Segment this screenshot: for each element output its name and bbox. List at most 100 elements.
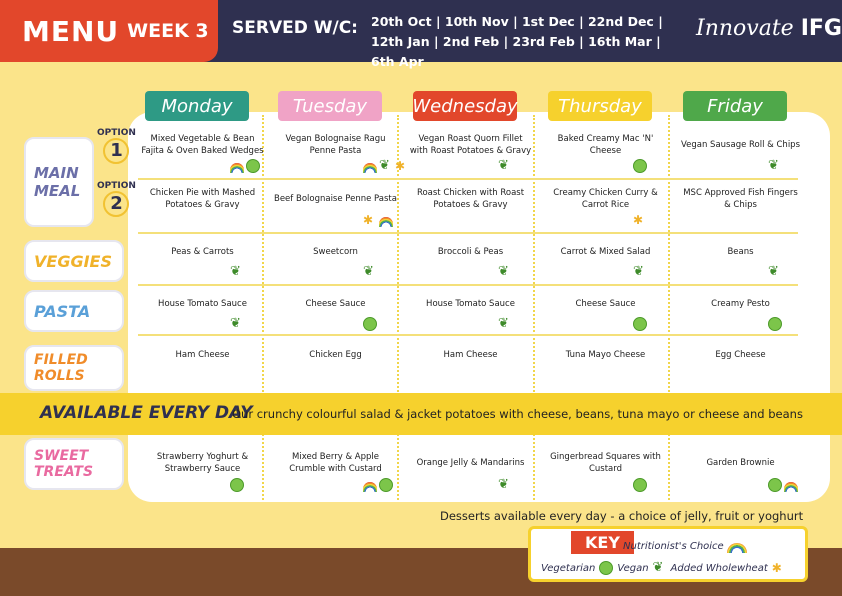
- dietary-icons: [230, 159, 260, 173]
- vegan-leaf-icon: ❦: [230, 316, 241, 331]
- dietary-icons: ❦: [633, 265, 647, 279]
- menu-item-sweet: Strawberry Yoghurt & Strawberry Sauce: [156, 452, 249, 474]
- menu-item-pasta: Creamy Pesto: [711, 299, 770, 309]
- vegan-leaf-icon: ❦: [498, 264, 509, 279]
- dietary-icons: ❦: [498, 317, 512, 331]
- label-main-meal: MAIN MEAL: [24, 137, 94, 227]
- key-wholewheat-label: Added Wholewheat: [670, 562, 768, 574]
- row-divider: [138, 232, 798, 234]
- dietary-icons: [768, 317, 782, 331]
- menu-item-rolls: Egg Cheese: [715, 350, 766, 360]
- vegetarian-icon: [363, 317, 377, 331]
- menu-item-option2: Chicken Pie with Mashed Potatoes & Gravy: [149, 188, 256, 210]
- dietary-icons: ❦: [768, 159, 782, 173]
- option-label: OPTION: [97, 128, 136, 138]
- key-panel: KEY Nutritionist's Choice Vegetarian Veg…: [528, 526, 808, 582]
- vegetarian-icon: [633, 159, 647, 173]
- menu-item-rolls: Tuna Mayo Cheese: [565, 350, 646, 360]
- vegetarian-icon: [599, 561, 614, 575]
- wholewheat-icon: ✱: [771, 561, 782, 575]
- menu-item-option2: MSC Approved Fish Fingers & Chips: [683, 188, 798, 210]
- menu-item-veggies: Carrot & Mixed Salad: [560, 247, 651, 257]
- vegan-leaf-icon: ❦: [652, 560, 664, 575]
- vegan-leaf-icon: ❦: [633, 264, 644, 279]
- dietary-icons: ✱: [363, 213, 393, 227]
- vegan-leaf-icon: ❦: [363, 264, 374, 279]
- option-2-badge: OPTION 2: [97, 181, 136, 217]
- label-pasta: PASTA: [24, 290, 124, 332]
- dietary-icons: ❦: [363, 265, 377, 279]
- label-sweet-treats: SWEET TREATS: [24, 438, 124, 490]
- vegan-leaf-icon: ❦: [498, 316, 509, 331]
- vegan-leaf-icon: ❦: [230, 264, 241, 279]
- served-label: SERVED W/C:: [232, 18, 358, 38]
- menu-item-veggies: Beans: [727, 247, 754, 257]
- header: MENU WEEK 3 SERVED W/C: 20th Oct | 10th N…: [0, 0, 842, 69]
- dietary-icons: [633, 159, 647, 173]
- row-divider: [138, 178, 798, 180]
- day-tab-friday: Friday: [683, 91, 787, 121]
- menu-item-option2: Roast Chicken with Roast Potatoes & Grav…: [416, 188, 525, 210]
- desserts-note: Desserts available every day - a choice …: [440, 509, 804, 523]
- key-nutritionist: Nutritionist's Choice: [623, 539, 747, 553]
- menu-item-sweet: Mixed Berry & Apple Crumble with Custard: [289, 452, 382, 474]
- dietary-icons: ❦: [230, 317, 244, 331]
- column-divider: [262, 115, 264, 500]
- vegetarian-icon: [768, 317, 782, 331]
- key-vegetarian-label: Vegetarian: [541, 562, 596, 574]
- menu-item-rolls: Chicken Egg: [309, 350, 362, 360]
- column-divider: [668, 115, 670, 500]
- option-label: OPTION: [97, 181, 136, 191]
- day-tab-wednesday: Wednesday: [412, 91, 518, 121]
- dietary-icons: [633, 317, 647, 331]
- vegan-leaf-icon: ❦: [379, 158, 390, 173]
- dietary-icons: ❦: [230, 265, 244, 279]
- dietary-icons: ❦ ✱: [363, 159, 409, 173]
- dietary-icons: ✱: [633, 213, 647, 227]
- dietary-icons: [768, 478, 798, 492]
- wholewheat-icon: ✱: [633, 213, 644, 227]
- option-number: 2: [103, 191, 130, 217]
- day-tab-thursday: Thursday: [548, 91, 652, 121]
- menu-item-option2: Beef Bolognaise Penne Pasta: [274, 194, 397, 204]
- key-row: Vegetarian Vegan ❦ Added Wholewheat ✱: [541, 561, 786, 575]
- vegan-leaf-icon: ❦: [768, 158, 779, 173]
- dietary-icons: ❦: [498, 265, 512, 279]
- key-nutritionist-label: Nutritionist's Choice: [623, 540, 724, 552]
- rainbow-icon: [379, 217, 393, 227]
- logo-bold: IFG: [800, 16, 842, 41]
- rainbow-icon: [363, 163, 377, 173]
- vegan-leaf-icon: ❦: [768, 264, 779, 279]
- menu-badge: MENU WEEK 3: [0, 0, 218, 62]
- vegetarian-icon: [246, 159, 260, 173]
- menu-item-veggies: Broccoli & Peas: [437, 247, 504, 257]
- available-title: AVAILABLE EVERY DAY: [40, 403, 253, 423]
- dietary-icons: ❦: [498, 159, 512, 173]
- served-dates: 20th Oct | 10th Nov | 1st Dec | 22nd Dec…: [371, 14, 663, 69]
- menu-item-pasta: House Tomato Sauce: [426, 299, 515, 309]
- vegetarian-icon: [633, 317, 647, 331]
- menu-item-option1: Vegan Roast Quorn Fillet with Roast Pota…: [409, 134, 532, 156]
- logo: Innovate IFG: [696, 16, 842, 41]
- menu-item-sweet: Garden Brownie: [706, 458, 775, 468]
- menu-item-pasta: House Tomato Sauce: [158, 299, 247, 309]
- menu-item-option2: Creamy Chicken Curry & Carrot Rice: [553, 188, 658, 210]
- menu-item-rolls: Ham Cheese: [175, 350, 230, 360]
- menu-item-option1: Mixed Vegetable & Bean Fajita & Oven Bak…: [141, 134, 264, 156]
- column-divider: [397, 115, 399, 500]
- vegan-leaf-icon: ❦: [498, 477, 509, 492]
- menu-item-sweet: Orange Jelly & Mandarins: [416, 458, 525, 468]
- rainbow-icon: [784, 482, 798, 492]
- wholewheat-icon: ✱: [363, 213, 374, 227]
- wholewheat-icon: ✱: [395, 159, 406, 173]
- rainbow-icon: [363, 482, 377, 492]
- menu-item-veggies: Sweetcorn: [313, 247, 358, 257]
- menu-item-rolls: Ham Cheese: [443, 350, 498, 360]
- rainbow-icon: [230, 163, 244, 173]
- vegetarian-icon: [633, 478, 647, 492]
- vegetarian-icon: [230, 478, 244, 492]
- menu-item-veggies: Peas & Carrots: [171, 247, 234, 257]
- column-divider: [533, 115, 535, 500]
- dietary-icons: [633, 478, 647, 492]
- menu-item-option1: Baked Creamy Mac 'N' Cheese: [557, 134, 654, 156]
